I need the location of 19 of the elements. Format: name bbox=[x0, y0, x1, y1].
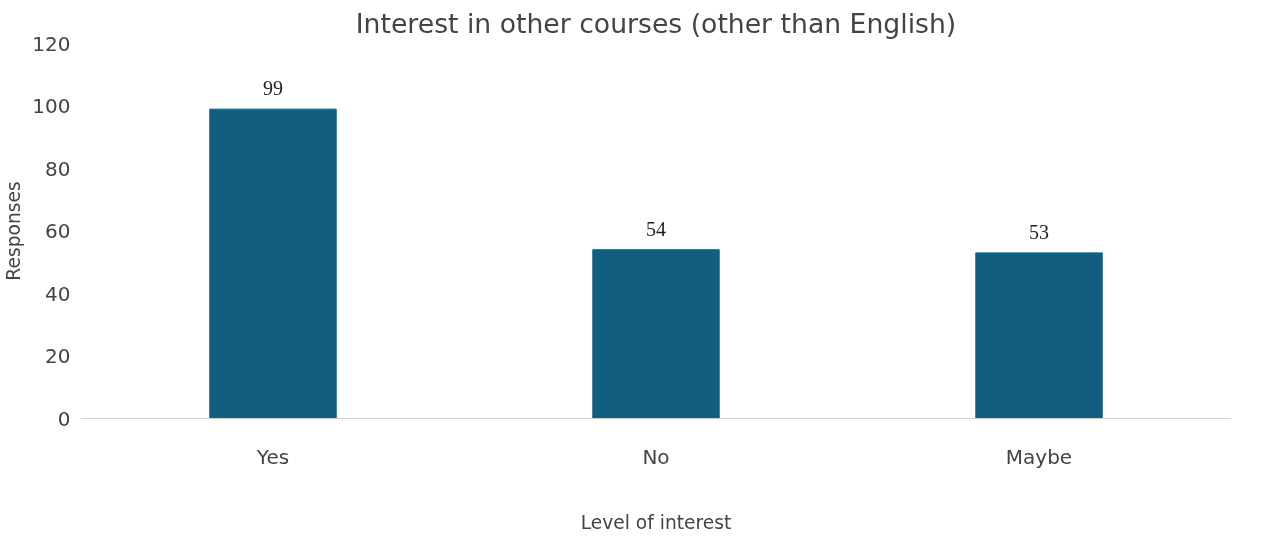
bar bbox=[975, 252, 1103, 419]
y-tick-label: 0 bbox=[57, 406, 71, 431]
y-tick-label: 20 bbox=[45, 344, 71, 368]
x-tick-label: No bbox=[642, 444, 670, 469]
y-tick-label: 80 bbox=[45, 156, 71, 181]
bar bbox=[592, 249, 720, 419]
data-label: 99 bbox=[263, 77, 283, 100]
y-tick-label: 120 bbox=[32, 31, 71, 56]
y-tick-label: 40 bbox=[45, 281, 71, 306]
data-label: 54 bbox=[646, 217, 666, 240]
bar bbox=[209, 108, 337, 419]
x-tick-label: Yes bbox=[255, 444, 290, 469]
data-label: 53 bbox=[1029, 220, 1049, 243]
chart-title: Interest in other courses (other than English) bbox=[355, 7, 957, 39]
y-axis-title: Responses bbox=[3, 181, 25, 281]
x-axis-title: Level of interest bbox=[580, 511, 732, 533]
x-tick-label: Maybe bbox=[1005, 444, 1073, 469]
y-tick-label: 60 bbox=[45, 219, 71, 243]
y-tick-label: 100 bbox=[32, 94, 71, 118]
